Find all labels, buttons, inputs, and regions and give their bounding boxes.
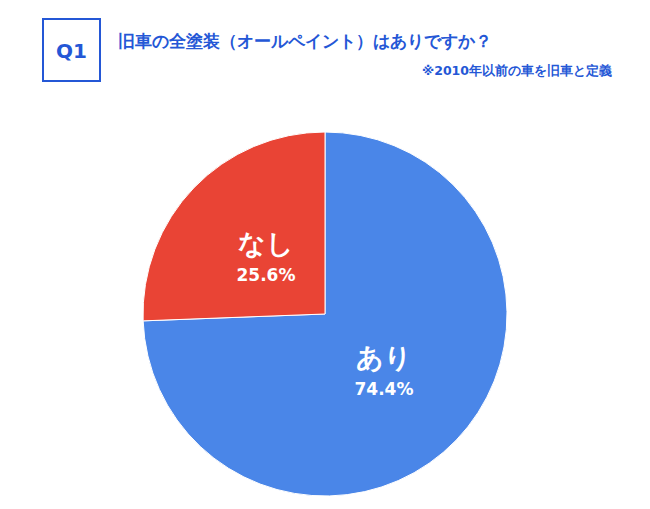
background <box>0 0 650 509</box>
data-label: 25.6% <box>237 265 296 285</box>
question-label: Q1 <box>56 39 87 63</box>
pie <box>143 132 507 496</box>
slice <box>143 132 325 321</box>
question-box <box>43 19 100 81</box>
chart: Q1 旧車の全塗装（オールペイント）はありですか？ ※2010年以前の車を旧車と定義… <box>0 0 650 509</box>
slice-name: なし <box>238 228 294 259</box>
subtitle: ※2010年以前の車を旧車と定義 <box>422 63 612 78</box>
slice-name: あり <box>356 342 412 373</box>
data-label: 74.4% <box>355 379 414 399</box>
slice <box>143 132 507 496</box>
title: 旧車の全塗装（オールペイント）はありですか？ <box>118 31 492 51</box>
data-labels: あり 74.4% なし 25.6% <box>237 228 414 399</box>
